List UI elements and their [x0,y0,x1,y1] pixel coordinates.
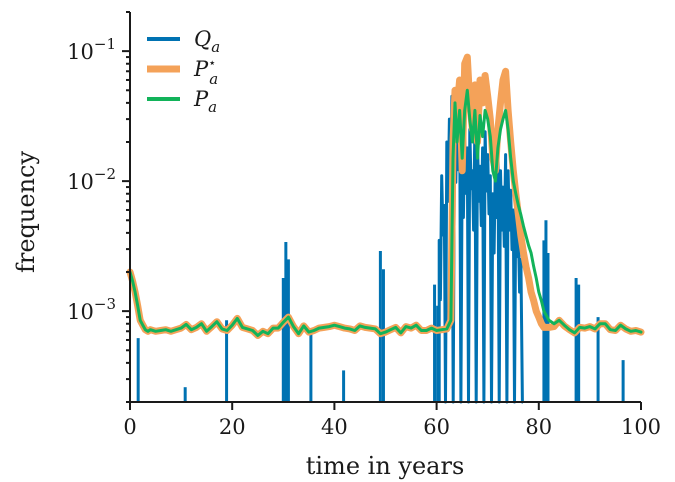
y-tick-label: 10−2 [67,165,116,194]
x-tick-label: 60 [423,415,450,439]
x-tick-label: 40 [321,415,348,439]
legend-label: Pa [193,87,217,116]
y-ticks: 10−3 10−2 10−1 [67,11,130,403]
x-axis-label: time in years [306,452,465,480]
x-tick-label: 100 [621,415,661,439]
legend: QaP⋆ aPa [147,27,220,116]
x-ticks: 0 20 40 60 80 100 [123,402,661,439]
legend-label: P⋆ a [193,56,218,88]
y-tick-label: 10−3 [67,295,116,324]
x-tick-label: 20 [219,415,246,439]
series-layer [126,53,645,404]
x-tick-label: 0 [123,415,136,439]
x-tick-label: 80 [525,415,552,439]
series-spikes-0 [136,94,625,404]
series-line-2 [128,88,643,337]
y-axis-label: frequency [12,151,40,273]
y-tick-label: 10−1 [67,35,116,64]
legend-label: Qa [194,27,220,56]
plot-area [126,53,645,404]
